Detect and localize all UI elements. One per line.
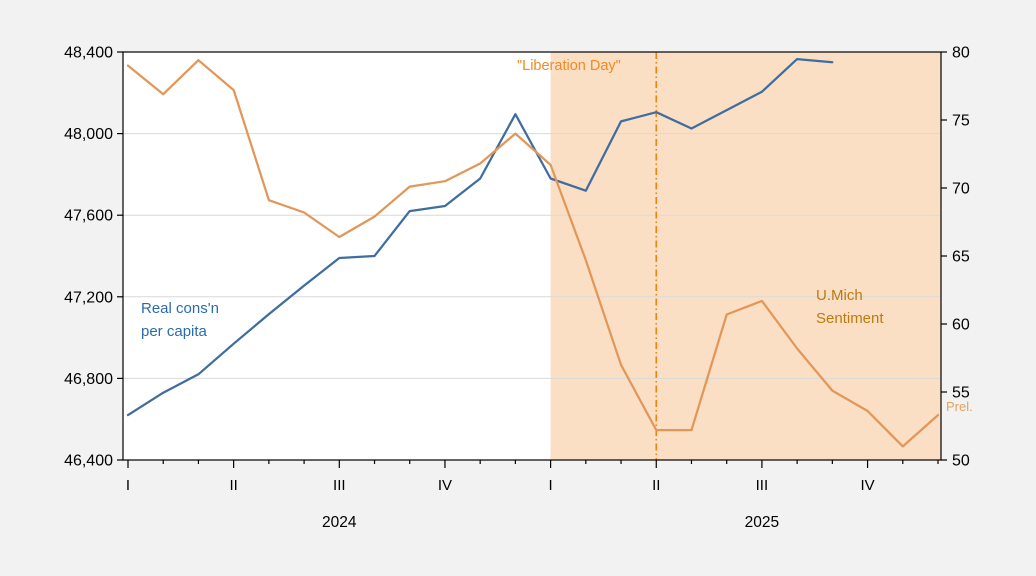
right-tick-label: 55 [952,385,970,402]
left-tick-label: 47,200 [64,289,113,306]
series-label-consumption-line1: Real cons'n [141,300,219,317]
left-tick-label: 48,000 [64,126,113,143]
shaded-region [550,52,941,460]
series-line-sentiment [126,59,940,448]
quarter-label: III [333,477,346,494]
series-label-sentiment-line1: U.Mich [816,287,863,304]
series-label-sentiment-line2: Sentiment [816,310,884,327]
right-tick-label: 75 [952,113,970,130]
right-tick-label: 60 [952,317,970,334]
series-label-consumption-line2: per capita [141,323,207,340]
series-line-consumption [126,57,834,417]
quarter-label: II [229,477,237,494]
year-label: 2024 [322,514,357,531]
right-tick-label: 65 [952,249,970,266]
quarter-label: IV [860,477,874,494]
right-tick-label: 80 [952,45,970,62]
series-label-sentiment: U.Mich Sentiment [816,284,884,330]
right-tick-label: 50 [952,453,970,470]
left-tick-label: 46,800 [64,371,113,388]
left-tick-label: 47,600 [64,208,113,225]
left-tick-label: 46,400 [64,453,113,470]
quarter-label: III [756,477,769,494]
preliminary-annotation: Prel. [946,399,973,414]
left-tick-label: 48,400 [64,45,113,62]
liberation-day-annotation: "Liberation Day" [517,58,621,74]
quarter-label: IV [438,477,452,494]
quarter-label: I [126,477,130,494]
quarter-label: I [549,477,553,494]
quarter-label: II [652,477,660,494]
series-label-consumption: Real cons'n per capita [141,297,219,343]
right-tick-label: 70 [952,181,970,198]
year-label: 2025 [745,514,779,531]
